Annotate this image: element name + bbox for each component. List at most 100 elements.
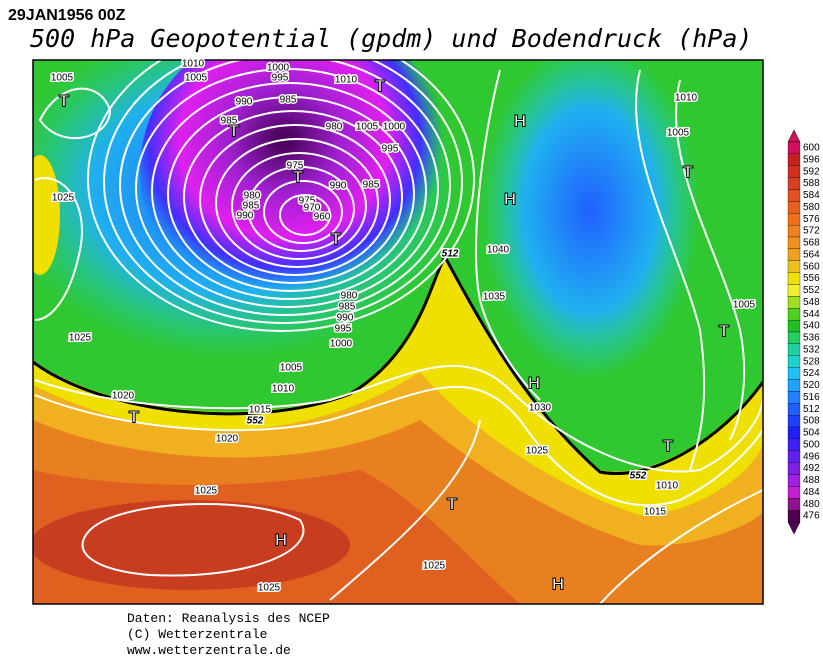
isobar-label: 1000	[267, 63, 290, 74]
isobar-label: 1020	[216, 434, 239, 445]
isobar	[87, 60, 475, 332]
colorbar-label: 552	[803, 285, 820, 296]
isobar	[263, 180, 343, 244]
pressure-center: T	[229, 121, 240, 140]
isobar-label: 975	[299, 196, 316, 207]
isobar	[135, 68, 439, 308]
colorbar-swatch	[787, 189, 801, 202]
isobar-label: 980	[244, 191, 261, 202]
isobar-label: 960	[314, 212, 331, 223]
colorbar-label: 540	[803, 321, 820, 332]
isobar-label: 1000	[330, 339, 353, 350]
colorbar-swatch	[787, 224, 801, 238]
isobar-label: 1025	[258, 583, 281, 594]
isobar	[103, 60, 463, 324]
colorbar-label: 512	[803, 404, 820, 415]
isobar-label: 1025	[195, 486, 218, 497]
colorbar-label: 592	[803, 166, 820, 177]
east-blue-field	[480, 60, 700, 380]
colorbar-label: 548	[803, 297, 820, 308]
isobar	[475, 69, 541, 401]
colorbar-swatch	[787, 450, 801, 463]
colorbar-label: 576	[803, 214, 820, 225]
isobar	[279, 194, 331, 236]
isobar-label: 995	[382, 144, 399, 155]
colorbar-label: 556	[803, 273, 820, 284]
isobar-label: 985	[280, 95, 297, 106]
colorbar-swatch	[787, 486, 801, 499]
pressure-center: T	[719, 321, 730, 340]
isobar	[247, 166, 355, 252]
isobar-label: 1005	[733, 300, 756, 311]
isobar-label: 980	[326, 122, 343, 133]
isobar	[34, 386, 763, 507]
isobar	[167, 96, 415, 292]
colorbar-swatch	[787, 379, 801, 392]
isobar-label: 1005	[185, 73, 208, 84]
colorbar-swatch	[787, 213, 801, 226]
colorbar-swatch	[787, 498, 801, 511]
yellow-field	[33, 155, 60, 275]
isobar-label: 1005	[51, 73, 74, 84]
isobar-label: 1040	[487, 245, 510, 256]
map-title: 500 hPa Geopotential (gpdm) und Bodendru…	[30, 24, 752, 53]
height-label: 512	[442, 249, 459, 260]
isobar-label: 995	[272, 73, 289, 84]
colorbar-swatch	[787, 355, 801, 368]
height-label: 552	[247, 416, 264, 427]
isobar-label: 975	[287, 161, 304, 172]
colorbar-swatch	[787, 319, 801, 333]
purple-field	[140, 60, 460, 320]
pressure-center: H	[504, 189, 516, 208]
colorbar-label: 500	[803, 439, 820, 450]
isobar-label: 1005	[280, 363, 303, 374]
colorbar-label: 568	[803, 238, 820, 249]
isobar-label: 1015	[644, 507, 667, 518]
isobar-label: 1015	[249, 405, 272, 416]
colorbar-swatch	[787, 272, 801, 285]
colorbar-swatch	[787, 509, 801, 523]
colorbar-label: 520	[803, 380, 820, 391]
isobar-label: 1010	[182, 59, 205, 70]
pressure-center: T	[683, 162, 694, 181]
isobar	[635, 69, 706, 471]
colorbar-label: 596	[803, 154, 820, 165]
isobar	[34, 364, 763, 473]
colorbar-swatch	[787, 438, 801, 451]
isobar-label: 1010	[272, 384, 295, 395]
colorbar-label: 560	[803, 261, 820, 272]
colorbar-arrow	[787, 129, 801, 143]
colorbar-label: 484	[803, 487, 820, 498]
isobar-label: 1010	[335, 75, 358, 86]
pressure-center: H	[528, 373, 540, 392]
isobar-label: 985	[221, 116, 238, 127]
isobar-label: 1010	[656, 481, 679, 492]
colorbar-label: 572	[803, 226, 820, 237]
colorbar-label: 580	[803, 202, 820, 213]
isobar-label: 1005	[667, 128, 690, 139]
isobar-label: 1035	[483, 292, 506, 303]
colorbar-swatch	[787, 426, 801, 440]
colorbar-swatch	[787, 260, 801, 273]
isobar-label: 985	[339, 302, 356, 313]
pressure-center: H	[552, 574, 564, 593]
colorbar-label: 488	[803, 475, 820, 486]
colorbar-swatch	[787, 414, 801, 428]
isobar	[34, 177, 83, 321]
isobar-label: 1025	[423, 561, 446, 572]
isobar-label: 990	[330, 181, 347, 192]
colorbar-swatch	[787, 153, 801, 166]
isobar-label: 985	[363, 180, 380, 191]
footer-text: www.wetterzentrale.de	[127, 643, 291, 656]
isobar-label: 1020	[112, 391, 135, 402]
isobars	[34, 60, 763, 604]
colorbar-label: 564	[803, 249, 820, 260]
isobar-label: 970	[304, 203, 321, 214]
map-date: 29JAN1956 00Z	[8, 7, 126, 24]
colorbar-label: 588	[803, 178, 820, 189]
colorbar-label: 496	[803, 451, 820, 462]
isobar-label: 1005	[356, 122, 379, 133]
isobar	[215, 138, 379, 268]
colorbar-swatch	[787, 236, 801, 250]
